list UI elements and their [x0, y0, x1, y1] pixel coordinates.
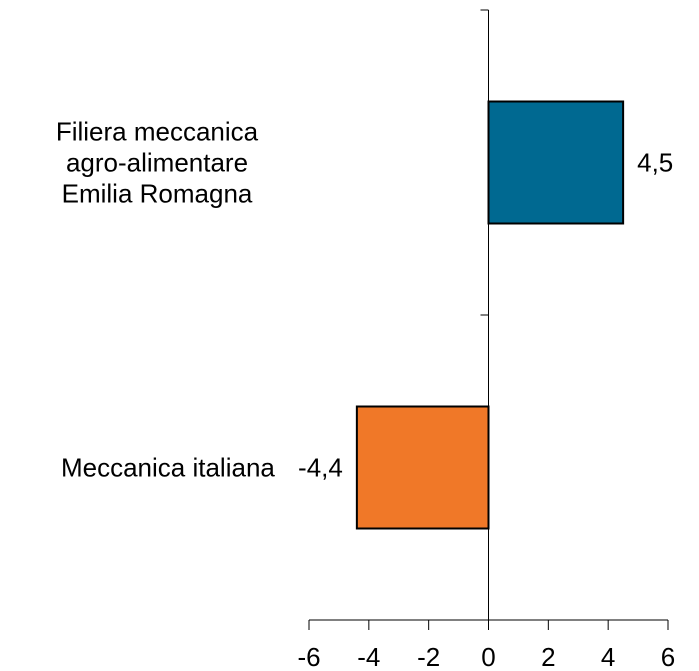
value-label: -4,4 [298, 453, 343, 483]
chart-labels: 4,5 Filiera meccanicaagro-alimentareEmili… [56, 117, 673, 483]
category-label: Filiera meccanica [56, 117, 259, 147]
category-label: Meccanica italiana [61, 453, 275, 483]
category-label: Emilia Romagna [62, 179, 253, 209]
bar [355, 405, 490, 530]
bar [487, 100, 625, 225]
x-tick-label: -4 [357, 642, 380, 671]
x-tick-label: -2 [417, 642, 440, 671]
x-tick-label: 6 [661, 642, 675, 671]
category-label: agro-alimentare [66, 148, 248, 178]
x-tick-label: -6 [297, 642, 320, 671]
chart-bars [355, 100, 625, 530]
chart-axes: -6 -4 -2 0 2 4 6 [297, 9, 675, 671]
value-label: 4,5 [637, 148, 673, 178]
x-tick-label: 4 [601, 642, 615, 671]
x-tick-label: 0 [481, 642, 495, 671]
x-tick-label: 2 [541, 642, 555, 671]
